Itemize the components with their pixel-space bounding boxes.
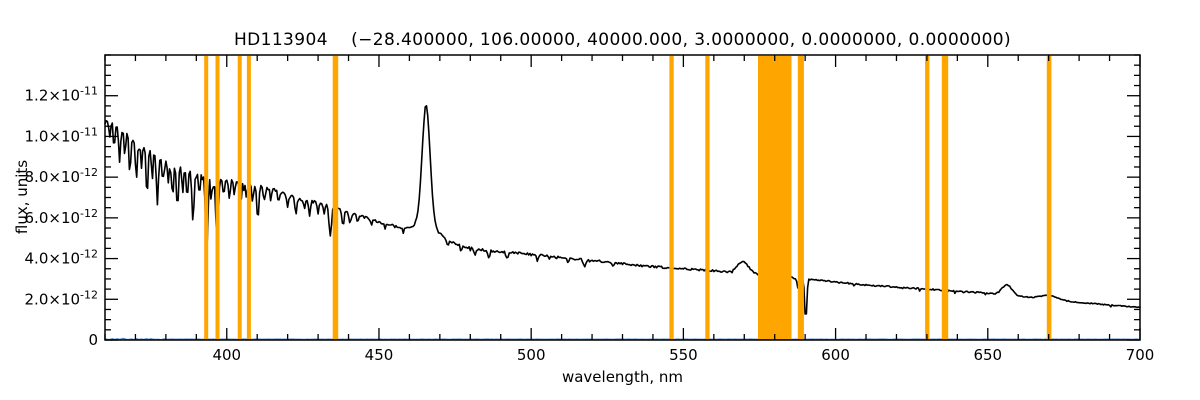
spectrum-line	[104, 105, 1141, 315]
chart-title: HD113904 (−28.400000, 106.00000, 40000.0…	[233, 30, 1012, 50]
axes	[104, 54, 1141, 341]
svg-text:700: 700	[1126, 346, 1155, 364]
svg-text:450: 450	[365, 346, 394, 364]
svg-text:8.0×10-12: 8.0×10-12	[25, 166, 98, 186]
svg-text:6.0×10-12: 6.0×10-12	[25, 207, 98, 227]
svg-text:1.2×10-11: 1.2×10-11	[25, 85, 98, 105]
tick-labels: 400 450 500 550 600 650 700 0 2.0×10-12 4.0×10-12…	[25, 85, 1155, 364]
svg-text:600: 600	[821, 346, 850, 364]
svg-text:1.0×10-11: 1.0×10-11	[25, 125, 98, 145]
svg-text:400: 400	[212, 346, 241, 364]
svg-text:2.0×10-12: 2.0×10-12	[25, 288, 98, 308]
svg-text:650: 650	[973, 346, 1002, 364]
svg-text:0: 0	[88, 331, 98, 349]
svg-text:4.0×10-12: 4.0×10-12	[25, 248, 98, 268]
svg-text:550: 550	[669, 346, 698, 364]
mask-bands	[204, 56, 1052, 339]
y-axis-label: flux, units	[13, 159, 31, 235]
svg-text:500: 500	[517, 346, 546, 364]
x-axis-label: wavelength, nm	[561, 368, 684, 386]
